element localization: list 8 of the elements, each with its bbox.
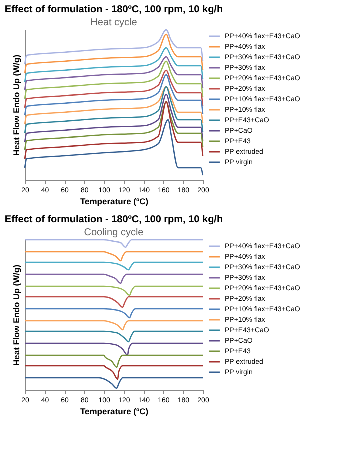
chart-subtitle: Cooling cycle	[84, 227, 144, 238]
chart-title: Effect of formulation - 180ºC, 100 rpm, 10 kg/h	[4, 214, 224, 226]
x-axis-title: Temperature (ºC)	[80, 196, 149, 206]
chart-title: Effect of formulation - 180ºC, 100 rpm, 10 kg/h	[4, 4, 224, 16]
chart-subtitle: Heat cycle	[90, 17, 138, 28]
x-axis-title: Temperature (ºC)	[80, 406, 149, 416]
y-axis-title: Heat Flow Endo Up (W/g)	[12, 54, 22, 156]
y-axis-title: Heat Flow Endo Up (W/g)	[12, 264, 22, 366]
